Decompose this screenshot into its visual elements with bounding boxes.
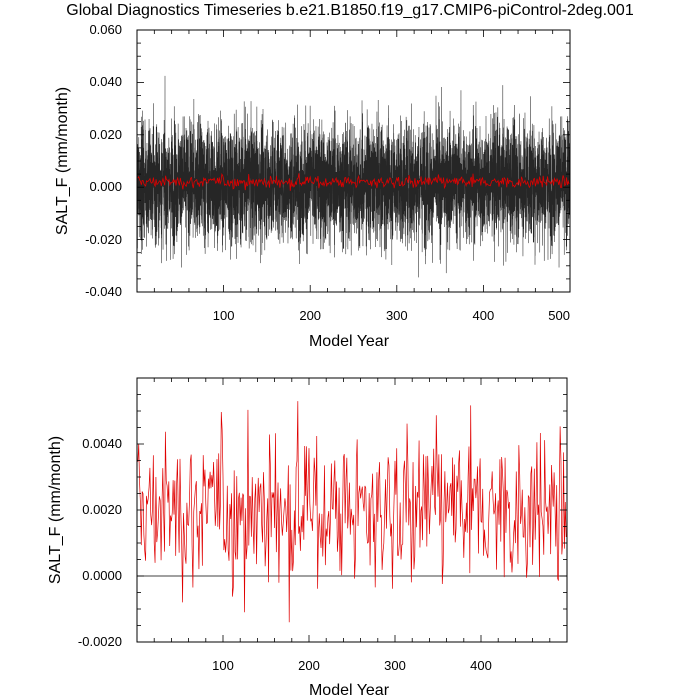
top-ytick-label: -0.020 — [85, 232, 122, 247]
bottom-annual-series — [137, 401, 567, 623]
top-ytick-label: 0.020 — [89, 127, 122, 142]
bottom-ytick-label: 0.0040 — [82, 436, 122, 451]
top-plot-frame — [136, 29, 571, 293]
top-ytick-label: 0.040 — [89, 74, 122, 89]
figure-title: Global Diagnostics Timeseries b.e21.B185… — [66, 2, 634, 19]
bottom-xtick-label: 400 — [470, 658, 492, 673]
top-xtick-label: 500 — [548, 308, 570, 323]
top-y-axis-label: SALT_F (mm/month) — [54, 87, 71, 235]
bottom-ytick-label: 0.0000 — [82, 568, 122, 583]
top-xtick-label: 200 — [299, 308, 321, 323]
bottom-annual-line — [137, 401, 567, 623]
bottom-y-axis-label: SALT_F (mm/month) — [47, 436, 64, 584]
bottom-x-axis-label: Model Year — [309, 682, 390, 699]
top-ytick-label: 0.000 — [89, 179, 122, 194]
top-x-axis-label: Model Year — [309, 333, 390, 350]
bottom-ytick-label: 0.0020 — [82, 502, 122, 517]
bottom-ytick-label: -0.0020 — [78, 634, 122, 649]
top-xtick-label: 400 — [473, 308, 495, 323]
top-monthly-series — [136, 75, 571, 278]
bottom-xtick-label: 200 — [298, 658, 320, 673]
top-xtick-label: 300 — [386, 308, 408, 323]
top-chart: -0.040 -0.020 0.000 0.020 0.040 0.060 10… — [54, 22, 571, 350]
top-xtick-label: 100 — [213, 308, 235, 323]
bottom-plot-frame — [136, 377, 568, 643]
top-ytick-label: -0.040 — [85, 284, 122, 299]
top-monthly-line — [136, 75, 571, 278]
top-ytick-label: 0.060 — [89, 22, 122, 37]
bottom-chart: -0.0020 0.0000 0.0020 0.0040 100 200 300… — [47, 377, 568, 699]
top-annual-series — [137, 172, 570, 191]
top-annual-line — [137, 172, 570, 191]
bottom-xtick-label: 300 — [384, 658, 406, 673]
bottom-xtick-label: 100 — [212, 658, 234, 673]
bottom-ticks — [136, 377, 568, 643]
